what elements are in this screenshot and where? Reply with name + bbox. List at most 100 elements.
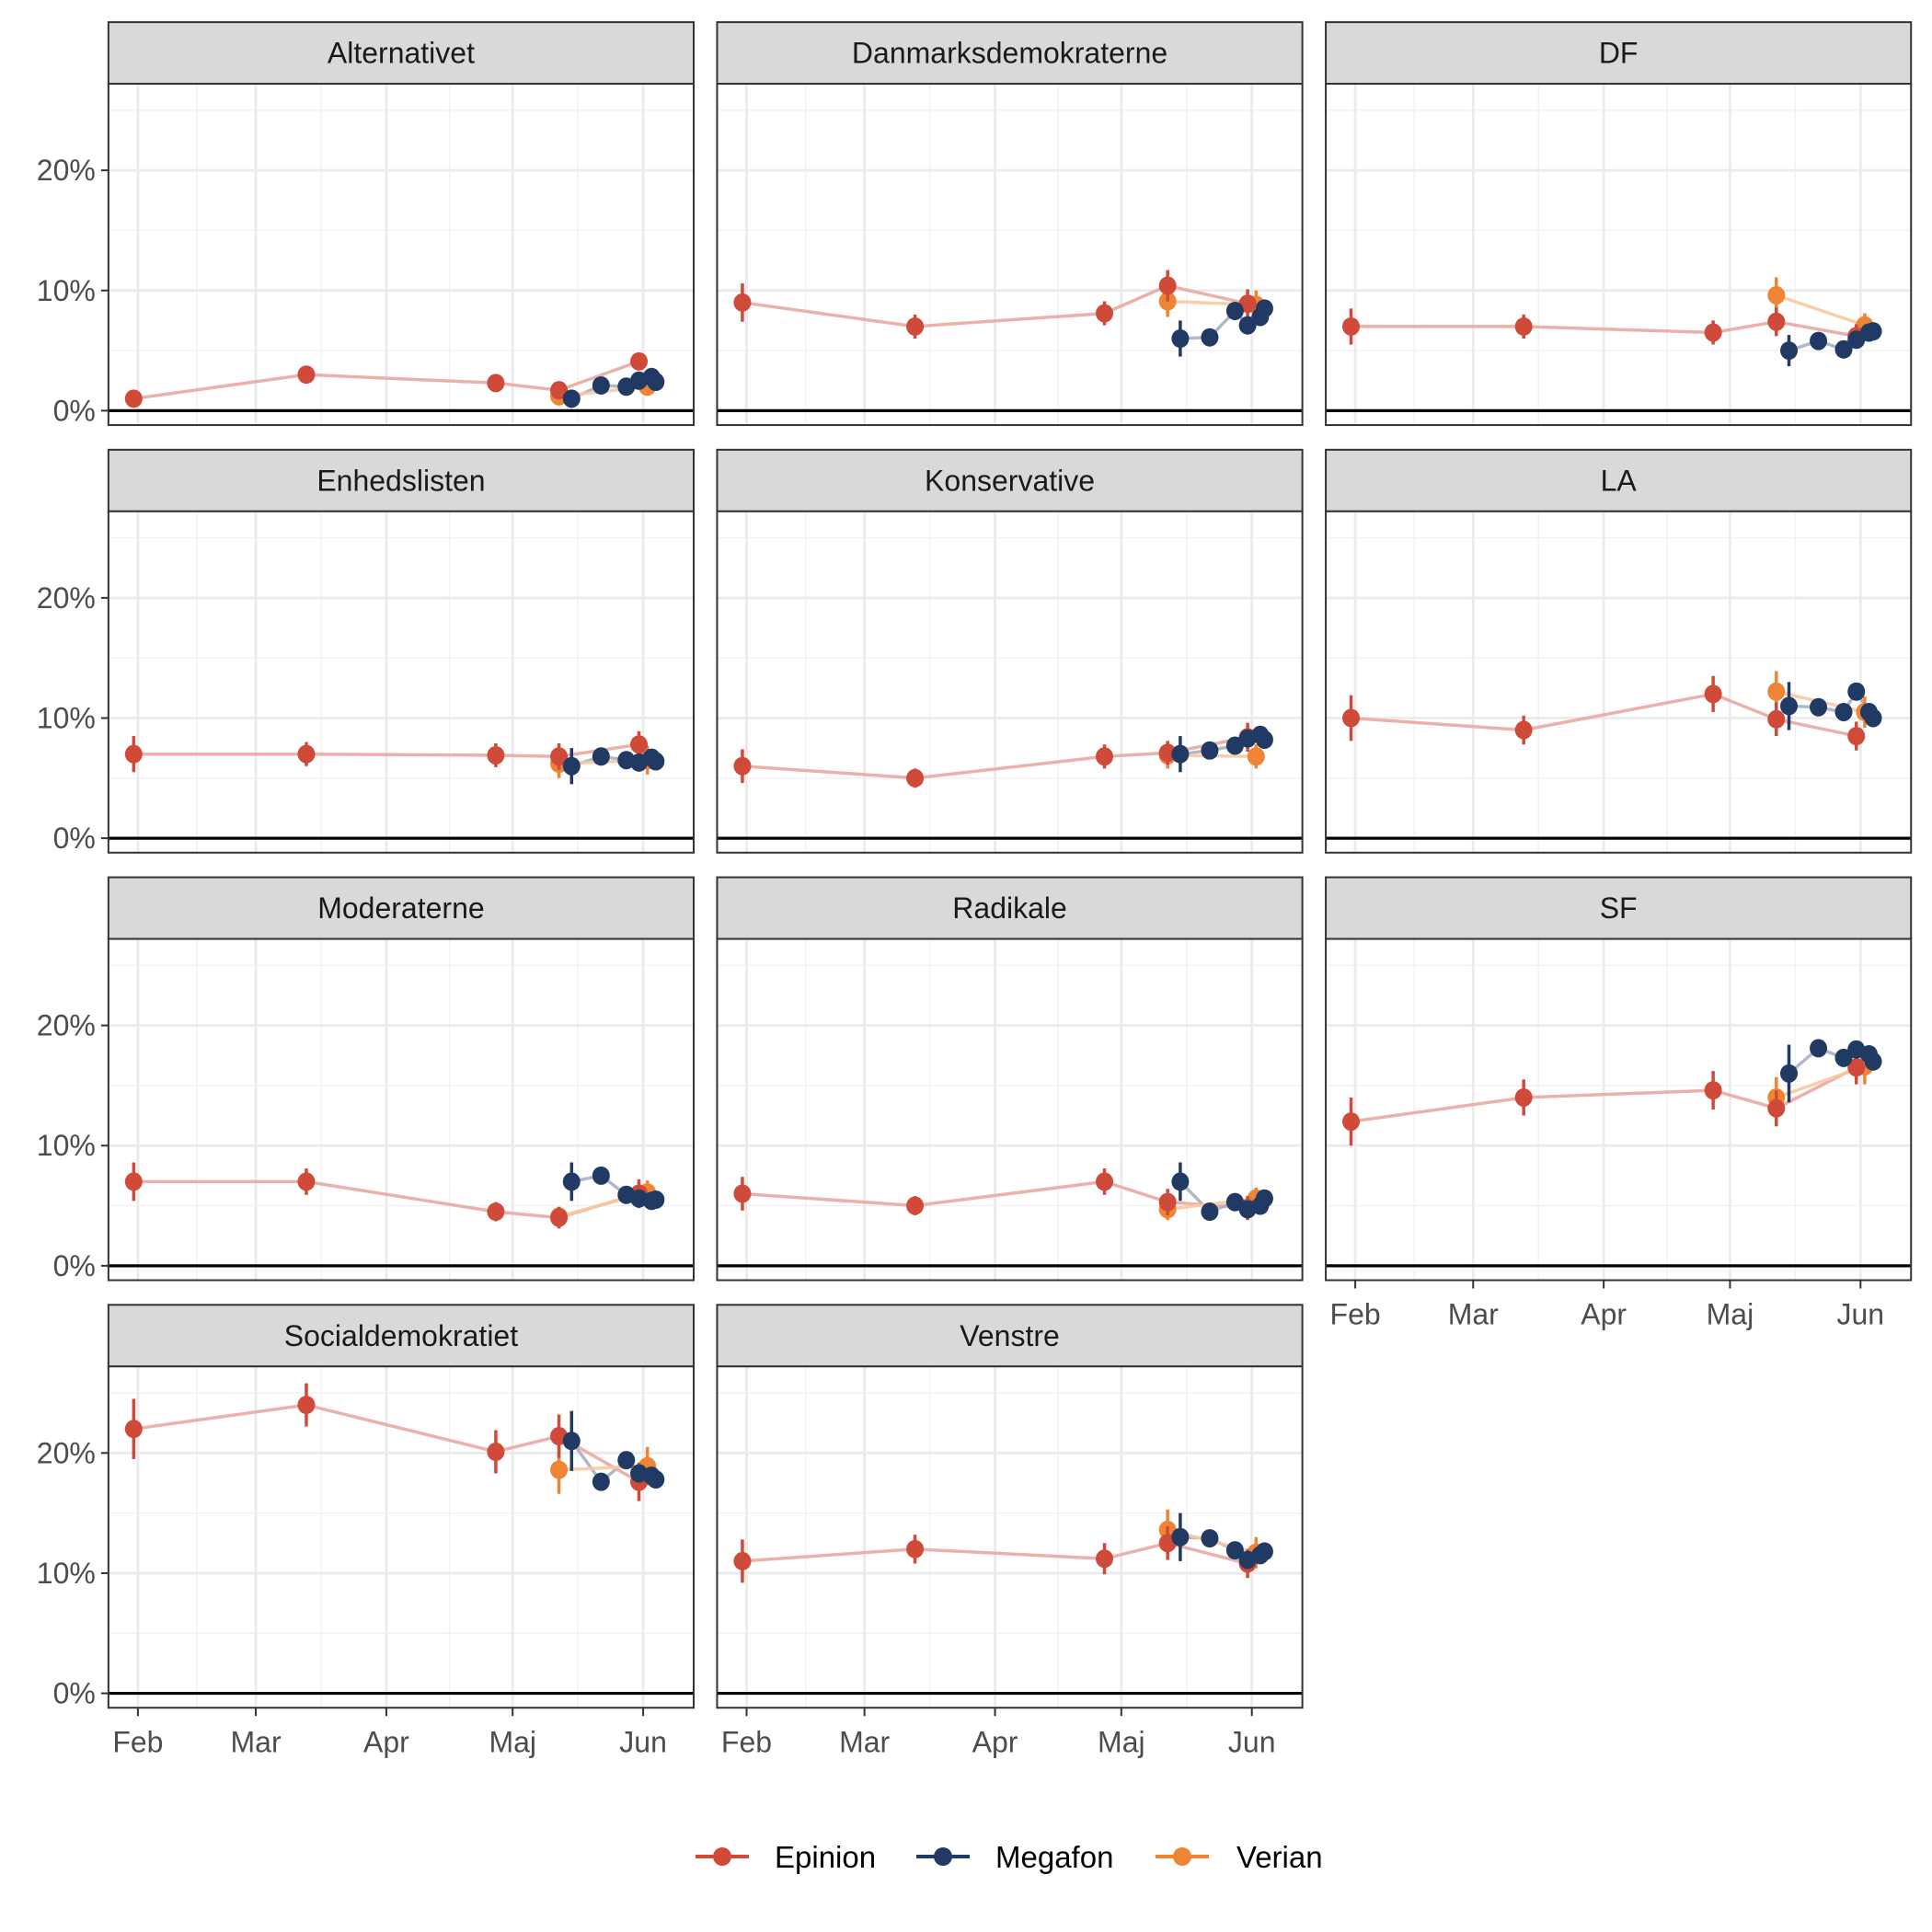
series-line-verian [558,1464,648,1472]
facet-title: Enhedslisten [316,464,485,497]
data-point-epinion [733,1184,752,1203]
data-point-epinion [906,768,925,788]
data-point-megafon [1201,1202,1219,1222]
data-point-megafon [1255,1542,1273,1561]
facet-title: Radikale [952,891,1067,925]
data-point-epinion [297,365,316,385]
data-point-epinion [1767,1098,1786,1118]
data-point-megafon [1810,331,1828,351]
panel-border [107,83,696,427]
data-point-epinion [487,374,505,393]
data-point-epinion [550,381,569,400]
x-tick-label: Jun [619,1725,667,1758]
legend-item-epinion: Epinion [696,1840,876,1874]
plot-background [717,511,1303,853]
x-tick-label: Feb [721,1725,772,1758]
x-tick-label: Maj [1098,1725,1145,1758]
data-point-epinion [1158,743,1177,763]
data-point-epinion [297,744,316,764]
facet-title: Danmarksdemokraterne [852,37,1167,70]
facet-title: DF [1599,37,1639,70]
y-tick-label: 0% [53,394,96,427]
panel-border [716,510,1304,854]
data-point-epinion [1847,727,1866,746]
y-tick-label: 0% [53,1677,96,1710]
data-point-megafon [1201,328,1219,347]
data-point-epinion [1096,1172,1114,1191]
panel-moderaterne: Moderaterne 0% 10% 20% [37,876,696,1282]
data-point-megafon [1847,682,1866,701]
data-point-megafon [647,1470,665,1489]
data-point-megafon [1171,1527,1190,1547]
legend-label: Verian [1236,1840,1323,1874]
data-point-epinion [1096,1549,1114,1569]
data-point-epinion [733,1551,752,1570]
data-point-megafon [1810,697,1828,717]
panel-enhedslisten: Enhedslisten 0% 10% 20% [37,448,696,855]
data-point-epinion [297,1172,316,1191]
data-point-epinion [1096,304,1114,323]
data-point-epinion [1514,316,1533,336]
data-point-epinion [124,1172,143,1191]
data-point-epinion [630,351,649,371]
data-point-megafon [1810,1039,1828,1058]
panel-danmarksdemokraterne: Danmarksdemokraterne [716,21,1304,427]
facet-strip [107,21,696,86]
data-point-megafon [592,375,610,395]
data-point-epinion [630,735,649,754]
data-point-epinion [297,1396,316,1415]
data-point-megafon [592,1472,610,1491]
plot-background [108,1366,695,1708]
y-tick-label: 0% [53,1249,96,1282]
x-tick-label: Apr [1581,1298,1627,1331]
facet-strip [716,876,1304,940]
plot-background [1326,84,1912,426]
plot-background [108,511,695,853]
series-line-verian [1776,293,1866,328]
facet-strip [716,21,1304,86]
data-point-megafon [1201,1529,1219,1548]
data-point-verian [1767,682,1786,701]
data-point-epinion [1514,720,1533,740]
data-point-verian [1767,285,1786,305]
data-point-epinion [1158,276,1177,295]
x-tick-label: Feb [112,1725,163,1758]
data-point-megafon [562,1172,581,1191]
data-point-megafon [592,747,610,766]
plot-background [108,84,695,426]
data-point-megafon [647,1190,665,1209]
data-point-megafon [1225,301,1244,320]
data-point-megafon [562,1432,581,1451]
facet-strip [107,1304,696,1368]
data-point-epinion [733,293,752,312]
x-tick-label: Jun [1837,1298,1885,1331]
x-tick-label: Apr [363,1725,409,1758]
x-tick-label: Mar [839,1725,890,1758]
data-point-megafon [1834,1048,1853,1067]
data-point-epinion [1342,708,1361,728]
facet-strip [1325,21,1913,86]
data-point-epinion [1704,323,1722,342]
data-point-megafon [1238,316,1257,335]
data-point-epinion [487,745,505,765]
data-point-epinion [733,756,752,776]
plot-background [1326,938,1912,1281]
facet-title: Venstre [960,1319,1060,1352]
plot-background [717,84,1303,426]
data-point-epinion [1514,1087,1533,1107]
data-point-megafon [1834,339,1853,359]
data-point-megafon [1780,1064,1799,1083]
panel-border [107,1365,696,1709]
y-tick-label: 20% [37,154,96,187]
panel-border [107,510,696,854]
data-point-epinion [1342,316,1361,336]
legend: Epinion Megafon Verian [696,1840,1323,1874]
data-point-epinion [550,747,569,766]
legend-label: Epinion [775,1840,876,1874]
facet-title: SF [1600,891,1638,925]
x-tick-label: Mar [1448,1298,1499,1331]
data-point-epinion [124,744,143,764]
facet-title: LA [1601,464,1638,497]
data-point-megafon [647,752,665,771]
